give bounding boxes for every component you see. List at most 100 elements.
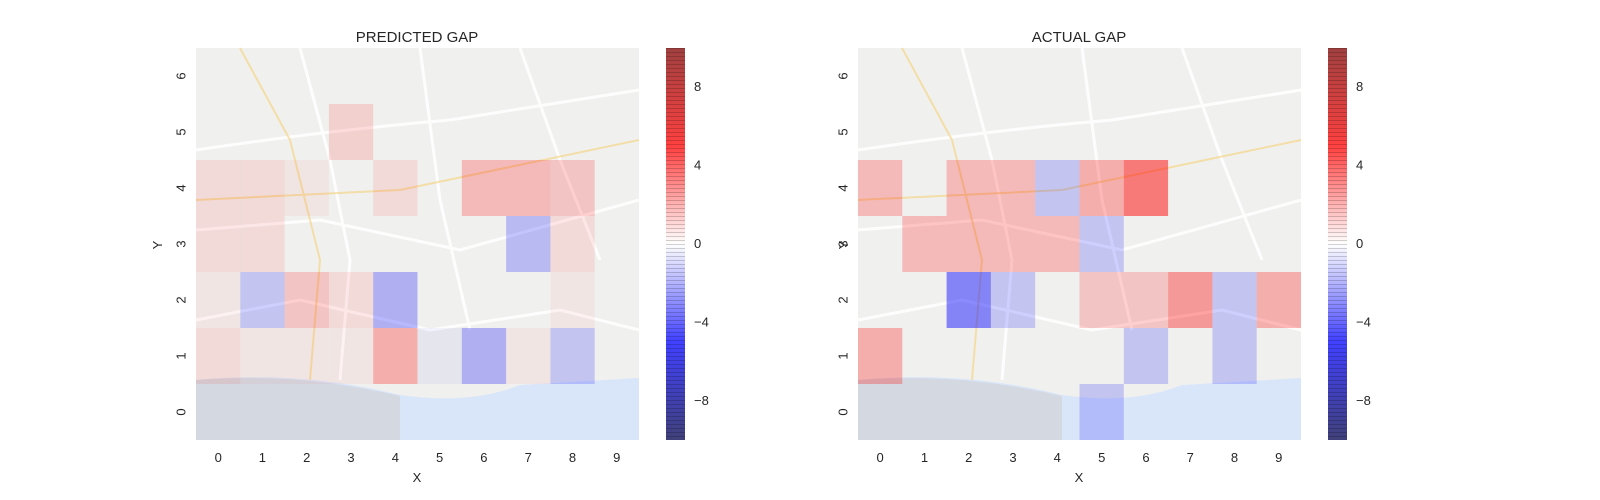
panel-actual: 0 1 2 3 4 5 6 7 8 9 0 1 2 3 4 5 6 ACTUAL GAP X Y 8 4 0 −4 −… <box>835 29 1370 485</box>
x-tick-label: 2 <box>965 450 972 465</box>
x-tick-label: 8 <box>1231 450 1238 465</box>
heatmap-cell <box>328 328 374 384</box>
x-tick-label: 6 <box>480 450 487 465</box>
heatmap-cell <box>1079 216 1124 272</box>
heatmap-cell <box>196 160 241 216</box>
heatmap-cell <box>461 328 507 384</box>
colorbar-tick-label: −8 <box>694 393 709 408</box>
heatmap-cell <box>240 272 285 328</box>
x-tick-label: 7 <box>525 450 532 465</box>
heatmap-cell <box>550 272 595 328</box>
heatmap-cell <box>284 160 329 216</box>
x-axis-label: X <box>413 470 422 485</box>
heatmap-cell <box>240 328 285 384</box>
colorbar: 8 4 0 −4 −8 <box>666 48 709 440</box>
heatmap-cell <box>284 328 329 384</box>
y-axis-label: Y <box>150 240 165 249</box>
heatmap-cell <box>1123 328 1169 384</box>
x-tick-label: 4 <box>1054 450 1061 465</box>
heatmap-cell <box>196 216 241 272</box>
heatmap-cell <box>1035 160 1080 216</box>
heatmap-cell <box>550 328 595 384</box>
heatmap-cell <box>373 160 418 216</box>
y-tick-label: 1 <box>835 352 850 359</box>
heatmap-cell <box>946 272 991 328</box>
heatmap-cell <box>1256 272 1301 328</box>
heatmap-cell <box>1079 384 1124 440</box>
heatmap-cell <box>550 216 595 272</box>
heatmap-cell <box>240 216 285 272</box>
x-tick-label: 1 <box>921 450 928 465</box>
y-tick-label: 2 <box>173 296 188 303</box>
heatmap-cell <box>946 160 991 216</box>
heatmap-cell <box>506 216 551 272</box>
heatmap-cell <box>373 272 418 328</box>
y-tick-label: 5 <box>835 128 850 135</box>
y-tick-label: 1 <box>173 352 188 359</box>
x-tick-label: 1 <box>259 450 266 465</box>
y-axis: 0 1 2 3 4 5 6 <box>173 72 188 415</box>
colorbar: 8 4 0 −4 −8 <box>1328 48 1371 440</box>
colorbar-tick-label: 4 <box>694 158 701 173</box>
colorbar-tick-label: 0 <box>694 236 701 251</box>
heatmap-cell <box>284 272 329 328</box>
x-tick-label: 7 <box>1187 450 1194 465</box>
colorbar-tick-label: 8 <box>694 79 701 94</box>
y-tick-label: 4 <box>173 184 188 191</box>
chart-title: ACTUAL GAP <box>1032 29 1126 46</box>
heatmap-cell <box>1212 328 1257 384</box>
x-tick-label: 6 <box>1142 450 1149 465</box>
heatmap-cell <box>506 328 551 384</box>
heatmap-cell <box>1035 216 1080 272</box>
y-tick-label: 2 <box>835 296 850 303</box>
heatmap-cell <box>328 104 374 160</box>
x-axis-label: X <box>1075 470 1084 485</box>
colorbar-tick-label: 0 <box>1356 236 1363 251</box>
heatmap-cell <box>373 328 418 384</box>
x-tick-label: 3 <box>347 450 354 465</box>
y-axis: 0 1 2 3 4 5 6 <box>835 72 850 415</box>
x-tick-label: 0 <box>876 450 883 465</box>
colorbar-tick-label: −4 <box>694 314 709 329</box>
heatmap-cell <box>990 216 1036 272</box>
y-tick-label: 3 <box>173 240 188 247</box>
x-tick-label: 9 <box>1275 450 1282 465</box>
heatmap-cell <box>858 328 903 384</box>
map-background <box>195 47 640 440</box>
heatmap-cell <box>1123 160 1169 216</box>
y-tick-label: 3 <box>835 240 850 247</box>
y-tick-label: 6 <box>835 72 850 79</box>
map-background <box>857 47 1302 440</box>
x-tick-label: 4 <box>392 450 399 465</box>
x-tick-label: 3 <box>1009 450 1016 465</box>
x-tick-label: 8 <box>569 450 576 465</box>
heatmap-cell <box>1168 272 1213 328</box>
x-axis: 0 1 2 3 4 5 6 7 8 9 <box>215 450 621 465</box>
heatmap-cell <box>461 160 507 216</box>
heatmap-cell <box>417 328 462 384</box>
heatmap-cell <box>1079 160 1124 216</box>
heatmap-cell <box>902 216 947 272</box>
heatmap-cell <box>946 216 991 272</box>
heatmap-cell <box>858 160 903 216</box>
heatmap-cell <box>328 272 374 328</box>
heatmap-cell <box>1212 272 1257 328</box>
y-tick-label: 0 <box>835 408 850 415</box>
y-tick-label: 5 <box>173 128 188 135</box>
chart-title: PREDICTED GAP <box>356 29 479 46</box>
heatmap-cell <box>990 272 1036 328</box>
x-tick-label: 2 <box>303 450 310 465</box>
y-tick-label: 0 <box>173 408 188 415</box>
x-tick-label: 5 <box>1098 450 1105 465</box>
heatmap-cell <box>506 160 551 216</box>
colorbar-tick-label: 8 <box>1356 79 1363 94</box>
x-tick-label: 9 <box>613 450 620 465</box>
heatmap-cell <box>1079 272 1124 328</box>
heatmap-cell <box>196 272 241 328</box>
heatmap-cell <box>196 328 241 384</box>
colorbar-tick-label: −4 <box>1356 314 1371 329</box>
y-axis-label: Y <box>836 240 851 249</box>
x-tick-label: 0 <box>215 450 222 465</box>
